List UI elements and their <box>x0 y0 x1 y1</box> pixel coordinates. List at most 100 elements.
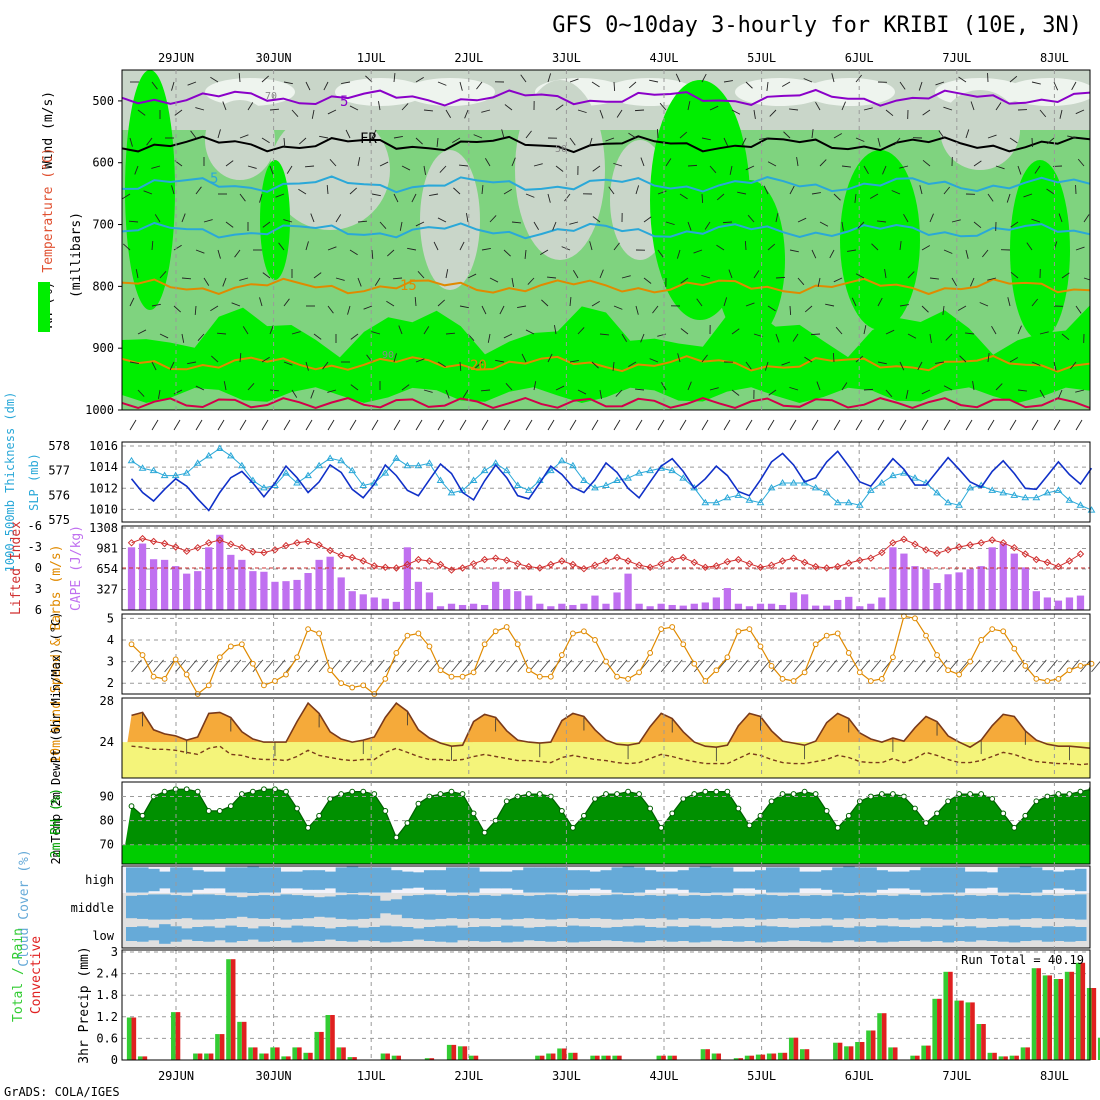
cloud-bar <box>126 895 138 919</box>
wind-barb <box>767 243 776 251</box>
thickness-point <box>182 469 191 476</box>
cloud-bar <box>280 871 293 889</box>
wind-barb <box>972 381 975 391</box>
wind-barb <box>863 325 867 335</box>
cloud-bar <box>390 899 403 915</box>
precip-total-bar <box>325 1015 331 1060</box>
wind-barb <box>524 249 527 259</box>
wind10m-barb <box>826 659 838 673</box>
precip-convective-bar <box>771 1053 777 1060</box>
wind-barb <box>804 356 813 363</box>
rh2m-point <box>558 808 565 814</box>
wind10m-point <box>547 673 554 680</box>
cloud-bar <box>457 927 469 941</box>
wind-barb <box>547 193 551 203</box>
cloud-bar <box>611 867 624 893</box>
rh2m-point <box>216 808 223 814</box>
thickness-point <box>966 483 975 491</box>
lifted-index-point <box>1032 555 1041 564</box>
wind-barb <box>357 220 368 223</box>
wind10m-point <box>558 652 565 658</box>
wind10m-point <box>1022 662 1029 669</box>
wind10m-barb <box>1024 659 1036 673</box>
wind-barb <box>935 81 945 86</box>
wind-barb <box>261 356 270 363</box>
wind-barb <box>349 187 357 195</box>
wind-barb <box>899 165 909 169</box>
cloud-bar <box>1041 895 1054 919</box>
wind-barb <box>716 193 725 201</box>
precip-total-bar <box>1053 979 1059 1060</box>
cloud-bar <box>159 894 171 920</box>
wind-barb <box>929 333 932 343</box>
cape-bar <box>127 547 136 610</box>
wind-barb <box>731 389 740 396</box>
cloud-bar <box>931 895 944 919</box>
wind-barb <box>151 361 157 371</box>
cloud-bar <box>269 895 281 919</box>
precip-total-bar <box>733 1058 739 1060</box>
wind-barb <box>210 305 219 312</box>
cape-bar <box>800 594 809 610</box>
rh2m-point <box>945 798 951 805</box>
wind10m-point <box>658 626 665 633</box>
cloud-bar <box>600 895 613 919</box>
wind-barb <box>841 382 848 391</box>
cloud-bar <box>821 925 833 943</box>
footer-credit: GrADS: COLA/IGES <box>4 1085 120 1099</box>
wind10m-barb <box>517 659 529 673</box>
wind-barb <box>259 297 263 307</box>
bottom-date-tick: 6JUL <box>845 1069 874 1083</box>
precip-total-bar <box>877 1013 882 1060</box>
wind10m-barb <box>484 659 495 673</box>
cloud-bar <box>743 927 756 941</box>
wind10m-point <box>956 671 963 678</box>
thickness-point <box>502 466 511 474</box>
cloud-bar <box>137 867 149 893</box>
wind10m-point <box>1000 628 1007 635</box>
wind-barb <box>731 109 741 115</box>
wind-barb <box>283 219 293 223</box>
lifted-index-point <box>602 557 610 565</box>
ylabel-slp: SLP (mb) <box>27 453 41 511</box>
cape-bar <box>823 605 831 610</box>
cape-bar <box>414 581 423 610</box>
cape-bar <box>514 591 522 610</box>
cape-bar <box>812 605 820 610</box>
lifted-index-point <box>966 541 974 549</box>
lifted-index-point <box>337 551 345 560</box>
thickness-point <box>127 456 136 464</box>
precip-total-bar <box>965 1002 971 1060</box>
precip-convective-bar <box>308 1052 313 1060</box>
surface-wind-barb <box>767 419 775 431</box>
wind-barb <box>657 190 667 195</box>
wind10m-point <box>470 669 477 676</box>
slp-tick: 1016 <box>89 439 118 453</box>
rh2m-point <box>305 824 311 831</box>
cape-bar <box>966 569 974 610</box>
upper-air-frame <box>121 69 1091 411</box>
ylabel-temperature: Temperature (°C) <box>41 147 56 272</box>
precip-convective-bar <box>539 1055 545 1060</box>
cloud-bar <box>126 927 138 941</box>
lifted-index-point <box>216 536 224 544</box>
wind10m-barb <box>1035 659 1047 673</box>
lifted-index-point <box>679 553 687 562</box>
lifted-index-point <box>194 543 202 552</box>
wind-barb <box>291 109 299 117</box>
rh2m-point <box>205 808 212 814</box>
wind-barb <box>893 137 901 146</box>
wind-barb <box>792 333 799 342</box>
wind-barb <box>499 305 505 315</box>
li-tick: -6 <box>28 519 42 533</box>
thickness-point <box>304 471 312 479</box>
cape-bar <box>745 606 754 610</box>
top-date-tick: 5JUL <box>747 51 776 65</box>
wind10m-point <box>492 628 499 635</box>
surface-wind-strip <box>122 410 1090 440</box>
precip-total-bar <box>336 1047 342 1060</box>
wind-barb <box>305 241 309 251</box>
cape-bar <box>624 573 632 610</box>
cloud-bar <box>291 895 304 919</box>
wind-barb <box>723 80 733 83</box>
